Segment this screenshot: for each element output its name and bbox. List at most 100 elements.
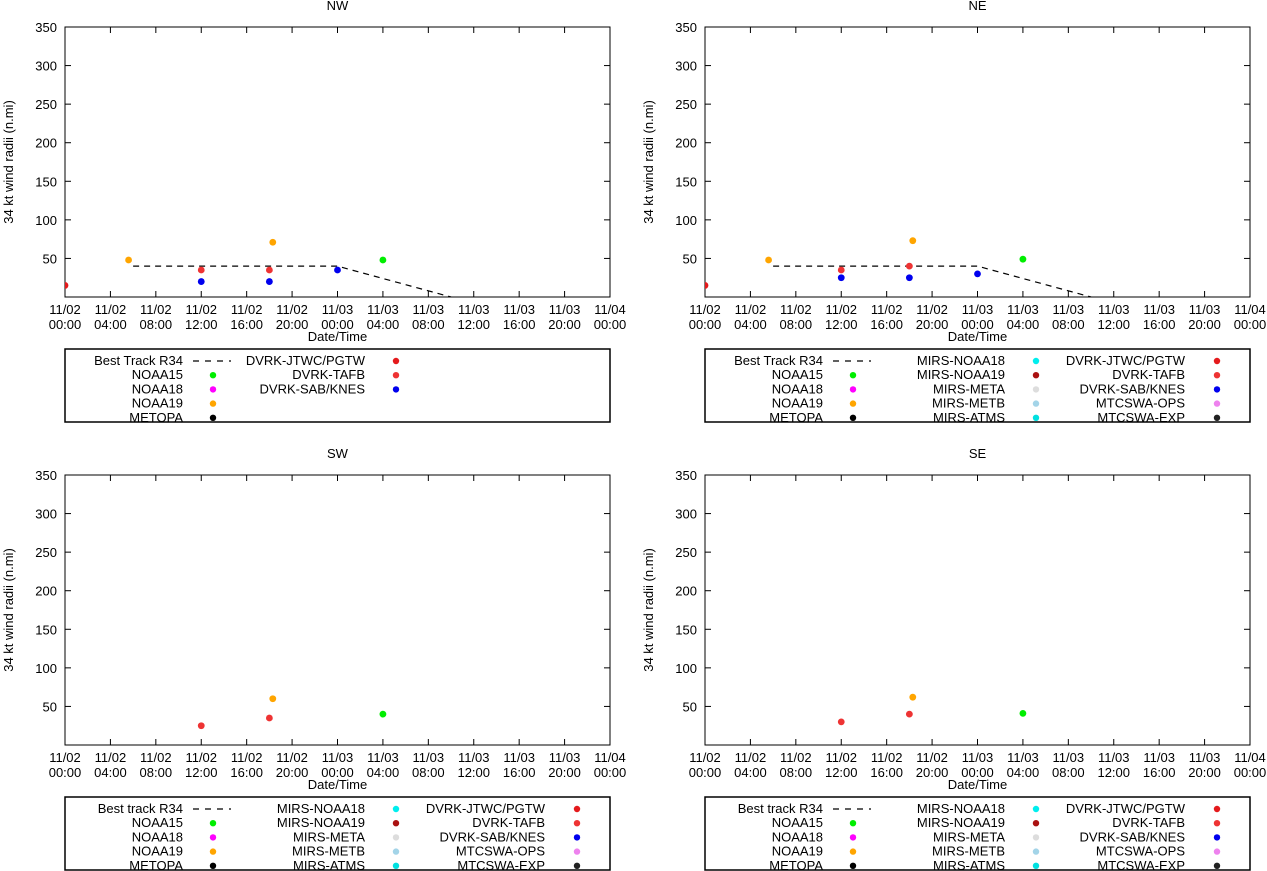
legend-dot-symbol [849, 848, 857, 855]
legend-dot-symbol [392, 820, 400, 827]
x-tick-label-line: 11/03 [1053, 750, 1085, 765]
x-tick-label-line: 20:00 [548, 765, 581, 780]
data-point-noaa15 [1019, 255, 1027, 263]
legend-label: MTCSWA-OPS [1096, 396, 1185, 411]
legend-dot-symbol [209, 862, 217, 869]
legend-label: MIRS-METB [292, 844, 365, 859]
x-tick-label: 11/03 12:00 [1097, 302, 1130, 332]
data-point-dvrk-tafb [905, 710, 913, 718]
legend-label: DVRK-SAB/KNES [1080, 829, 1186, 844]
x-tick-label: 11/03 16:00 [1143, 750, 1176, 780]
legend-dot-symbol [209, 386, 217, 393]
x-tick-label-line: 11/02 [95, 302, 127, 317]
data-point-dvrk-sab-knes [334, 266, 341, 274]
legend-label: DVRK-SAB/KNES [260, 381, 366, 396]
x-tick-label-line: 20:00 [276, 765, 309, 780]
x-tick-label-line: 20:00 [1188, 317, 1221, 332]
y-tick-label: 150 [35, 622, 57, 637]
x-tick-label: 11/02 12:00 [185, 302, 218, 332]
y-tick-label: 250 [675, 545, 697, 560]
x-tick-label-line: 16:00 [230, 317, 263, 332]
y-axis-label: 34 kt wind radii (n.mi) [641, 548, 656, 672]
x-tick-label-line: 04:00 [734, 317, 767, 332]
x-tick-label: 11/02 20:00 [276, 302, 309, 332]
legend-label: MTCSWA-OPS [1096, 844, 1185, 859]
x-tick-label: 11/02 04:00 [734, 750, 767, 780]
x-tick-label-line: 08:00 [780, 317, 813, 332]
legend-dot-symbol [1213, 820, 1221, 827]
legend-dot-symbol [1213, 357, 1221, 365]
x-tick-label-line: 20:00 [276, 317, 309, 332]
data-point-dvrk-tafb [837, 718, 845, 726]
x-tick-label-line: 11/04 [1234, 302, 1266, 317]
x-tick-label-line: 11/02 [780, 750, 812, 765]
legend-label: NOAA15 [772, 367, 823, 382]
legend-dot-symbol [1213, 805, 1221, 813]
x-tick-label-line: 04:00 [1007, 317, 1040, 332]
x-tick-label: 11/03 00:00 [321, 750, 354, 780]
x-axis-label: Date/Time [308, 777, 367, 792]
x-tick-label: 11/02 08:00 [140, 750, 173, 780]
y-tick-label: 300 [675, 507, 697, 522]
x-tick-label: 11/03 04:00 [367, 302, 400, 332]
legend-dot-symbol [1032, 414, 1040, 421]
legend-label: DVRK-JTWC/PGTW [426, 801, 546, 816]
data-point-noaa15 [379, 256, 387, 264]
y-tick-label: 200 [675, 584, 697, 599]
y-tick-label: 200 [35, 584, 57, 599]
y-tick-label: 350 [675, 468, 697, 483]
plot-frame [704, 474, 1251, 746]
x-tick-label-line: 12:00 [1097, 765, 1130, 780]
legend-dot-symbol [392, 834, 400, 841]
x-tick-label: 11/03 04:00 [1007, 750, 1040, 780]
x-tick-label-line: 11/02 [185, 750, 217, 765]
data-point-dvrk-sab-knes [974, 270, 981, 278]
x-tick-label-line: 08:00 [412, 317, 445, 332]
x-tick-label-line: 00:00 [1234, 765, 1267, 780]
x-tick-label-line: 11/03 [1143, 302, 1175, 317]
x-tick-label-line: 11/02 [140, 750, 172, 765]
x-tick-label-line: 11/02 [735, 302, 767, 317]
x-axis-label: Date/Time [308, 329, 367, 344]
data-point-dvrk-jtwc-pgtw [65, 282, 69, 289]
data-point-dvrk-jtwc-pgtw [705, 282, 709, 289]
x-tick-label-line: 11/03 [1053, 302, 1085, 317]
x-tick-label-line: 11/03 [458, 750, 490, 765]
data-point-noaa19 [269, 695, 277, 703]
legend-label: DVRK-SAB/KNES [1080, 381, 1186, 396]
legend-dot-symbol [1032, 834, 1040, 841]
data-point-dvrk-sab-knes [905, 274, 913, 282]
x-tick-label-line: 04:00 [1007, 765, 1040, 780]
x-tick-label: 11/04 00:00 [1234, 750, 1267, 780]
x-tick-label-line: 00:00 [689, 765, 722, 780]
legend-dot-symbol [1032, 386, 1040, 393]
legend-dot-symbol [1032, 862, 1040, 869]
legend-dot-symbol [849, 862, 857, 869]
x-tick-label: 11/02 16:00 [230, 750, 263, 780]
x-tick-label-line: 00:00 [321, 765, 354, 780]
x-tick-label: 11/03 16:00 [1143, 302, 1176, 332]
x-tick-label-line: 11/02 [276, 750, 308, 765]
data-point-dvrk-sab-knes [265, 278, 273, 285]
legend-dot-symbol [1213, 414, 1221, 421]
legend-label: MTCSWA-OPS [456, 844, 545, 859]
x-tick-label: 11/02 08:00 [780, 750, 813, 780]
x-tick-label-line: 11/03 [503, 302, 535, 317]
x-tick-label: 11/03 08:00 [1052, 302, 1085, 332]
y-tick-label: 100 [35, 213, 57, 228]
plot-frame [64, 474, 611, 746]
chart-title: SE [969, 446, 987, 461]
x-tick-label-line: 11/02 [916, 302, 948, 317]
legend-dot-symbol [1213, 862, 1221, 869]
chart-title: NE [968, 0, 986, 13]
x-tick-label-line: 11/02 [825, 750, 857, 765]
x-tick-label: 11/02 16:00 [870, 750, 903, 780]
x-tick-label-line: 11/02 [231, 750, 263, 765]
legend-label: NOAA15 [132, 815, 183, 830]
x-tick-label-line: 11/03 [1143, 750, 1175, 765]
x-tick-label-line: 11/04 [1234, 750, 1266, 765]
chart-title: SW [327, 446, 349, 461]
x-tick-label-line: 11/02 [49, 302, 81, 317]
legend-label: DVRK-TAFB [1112, 367, 1185, 382]
